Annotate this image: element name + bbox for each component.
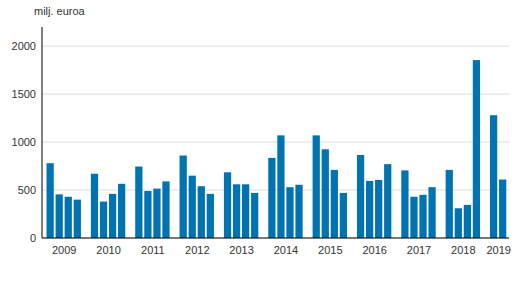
- x-axis-line: [42, 238, 509, 239]
- bar: [65, 197, 72, 238]
- y-tick: 2000: [12, 40, 42, 52]
- y-axis-line: [42, 27, 43, 238]
- bars: [47, 60, 507, 238]
- bar: [375, 180, 382, 238]
- bar: [286, 187, 293, 238]
- y-tick: 500: [18, 184, 42, 196]
- bar: [233, 184, 240, 238]
- grid-line: [42, 94, 509, 95]
- bar: [135, 167, 142, 238]
- x-tick: 2014: [274, 238, 298, 256]
- x-tick-label: 2009: [52, 244, 76, 256]
- y-tick: 1500: [12, 88, 42, 100]
- x-tick-label: 2019: [486, 244, 510, 256]
- bar: [189, 176, 196, 238]
- bar: [56, 194, 63, 238]
- y-axis-title: milj. euroa: [34, 5, 86, 17]
- bar: [357, 155, 364, 238]
- bar: [464, 205, 471, 238]
- y-tick-label: 2000: [12, 40, 36, 52]
- bar: [180, 156, 187, 238]
- bar: [455, 208, 462, 238]
- x-tick: 2019: [486, 238, 510, 256]
- bar: [251, 193, 258, 238]
- bar: [428, 187, 435, 238]
- x-tick-label: 2011: [141, 244, 165, 256]
- bar: [340, 193, 347, 238]
- chart-container: 0 500 1000 1500 2000 2009 2010 2011 2012 2013 2014…: [0, 0, 529, 302]
- x-tick: 2013: [229, 238, 253, 256]
- bar: [109, 194, 116, 238]
- chart: 0 500 1000 1500 2000 2009 2010 2011 2012 2013 2014…: [0, 0, 529, 302]
- bar: [446, 170, 453, 238]
- grid: [42, 46, 509, 238]
- bar: [47, 163, 54, 238]
- x-tick: 2018: [451, 238, 475, 256]
- bar: [162, 181, 169, 238]
- x-tick: 2017: [407, 238, 431, 256]
- bar: [242, 184, 249, 238]
- bar: [295, 185, 302, 238]
- x-tick-label: 2010: [96, 244, 120, 256]
- bar: [118, 184, 125, 238]
- bar: [91, 174, 98, 238]
- bar: [224, 172, 231, 238]
- x-axis: 2009 2010 2011 2012 2013 2014 2015 2016 2017 2018…: [42, 238, 511, 256]
- x-tick: 2015: [318, 238, 342, 256]
- bar: [322, 149, 329, 238]
- bar: [198, 186, 205, 238]
- x-tick: 2010: [96, 238, 120, 256]
- y-tick-label: 1500: [12, 88, 36, 100]
- bar: [207, 194, 214, 238]
- x-tick: 2011: [141, 238, 165, 256]
- x-tick: 2016: [362, 238, 386, 256]
- grid-line: [42, 46, 509, 47]
- bar: [499, 179, 506, 238]
- bar: [277, 135, 284, 238]
- y-tick-label: 0: [30, 232, 36, 244]
- grid-line: [42, 142, 509, 143]
- x-tick-label: 2012: [185, 244, 209, 256]
- bar: [313, 135, 320, 238]
- bar: [144, 191, 151, 238]
- bar: [490, 115, 497, 238]
- x-tick: 2009: [52, 238, 76, 256]
- x-tick-label: 2015: [318, 244, 342, 256]
- x-tick-label: 2018: [451, 244, 475, 256]
- bar: [74, 200, 81, 238]
- x-tick-label: 2017: [407, 244, 431, 256]
- x-tick-label: 2013: [229, 244, 253, 256]
- x-tick: 2012: [185, 238, 209, 256]
- bar: [419, 195, 426, 238]
- y-tick-label: 1000: [12, 136, 36, 148]
- bar: [100, 202, 107, 238]
- bar: [268, 158, 275, 238]
- grid-line: [42, 238, 509, 239]
- bar: [153, 189, 160, 238]
- x-tick-label: 2014: [274, 244, 298, 256]
- bar: [401, 170, 408, 238]
- y-tick: 1000: [12, 136, 42, 148]
- x-tick-label: 2016: [362, 244, 386, 256]
- y-tick: 0: [30, 232, 42, 244]
- bar: [366, 181, 373, 238]
- bar: [331, 170, 338, 238]
- bar: [384, 164, 391, 238]
- y-tick-label: 500: [18, 184, 36, 196]
- bar: [473, 60, 480, 238]
- bar: [410, 197, 417, 238]
- y-axis: 0 500 1000 1500 2000: [12, 27, 42, 244]
